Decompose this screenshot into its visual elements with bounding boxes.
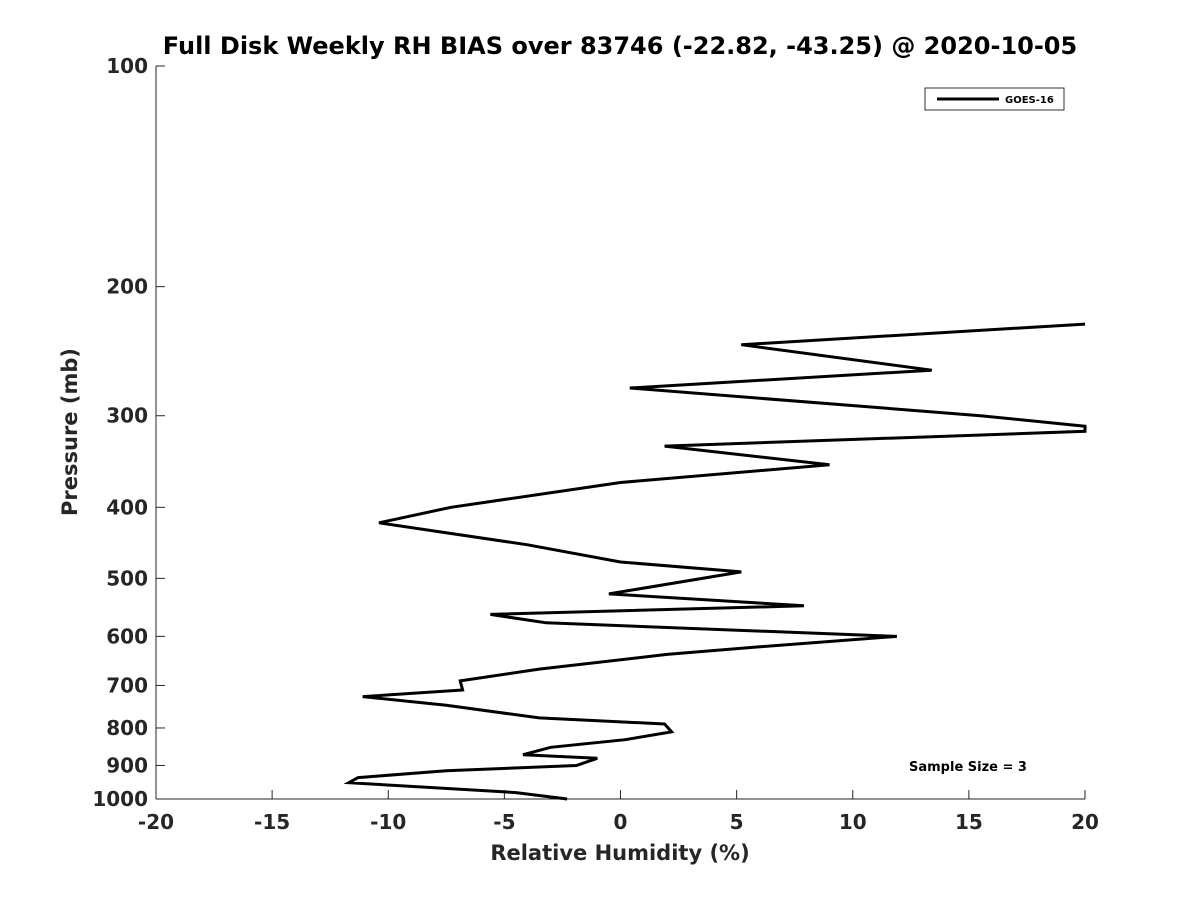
y-tick-label: 300 — [106, 404, 148, 428]
y-axis-ticks: 100 200 300 400 500 600 700 800 900 1000 — [92, 54, 165, 811]
y-tick-label: 700 — [106, 673, 148, 697]
x-tick-label: -15 — [254, 810, 290, 834]
series-line-goes-16 — [343, 322, 1087, 801]
x-tick-label: 10 — [839, 810, 867, 834]
x-tick-label: 20 — [1071, 810, 1099, 834]
legend: GOES-16 — [924, 87, 1065, 111]
series-layer — [343, 322, 1087, 801]
sample-size-annotation: Sample Size = 3 — [909, 760, 1027, 775]
y-tick-label: 800 — [106, 716, 148, 740]
x-tick-label: 5 — [730, 810, 744, 834]
y-tick-label: 100 — [106, 54, 148, 78]
x-tick-label: 0 — [614, 810, 628, 834]
x-axis-ticks: -20 -15 -10 -5 0 5 10 15 20 — [138, 790, 1099, 834]
y-tick-label: 600 — [106, 624, 148, 648]
x-tick-label: -10 — [370, 810, 406, 834]
y-tick-label: 900 — [106, 753, 148, 777]
y-tick-label: 500 — [106, 566, 148, 590]
chart-title: Full Disk Weekly RH BIAS over 83746 (-22… — [163, 32, 1077, 60]
x-tick-label: 15 — [955, 810, 983, 834]
y-tick-label: 1000 — [92, 787, 148, 811]
y-axis-label: Pressure (mb) — [58, 348, 82, 516]
x-axis-label: Relative Humidity (%) — [490, 841, 749, 865]
x-tick-label: -20 — [138, 810, 174, 834]
legend-label: GOES-16 — [1005, 95, 1054, 106]
x-tick-label: -5 — [493, 810, 515, 834]
y-tick-label: 400 — [106, 495, 148, 519]
y-tick-label: 200 — [106, 275, 148, 299]
